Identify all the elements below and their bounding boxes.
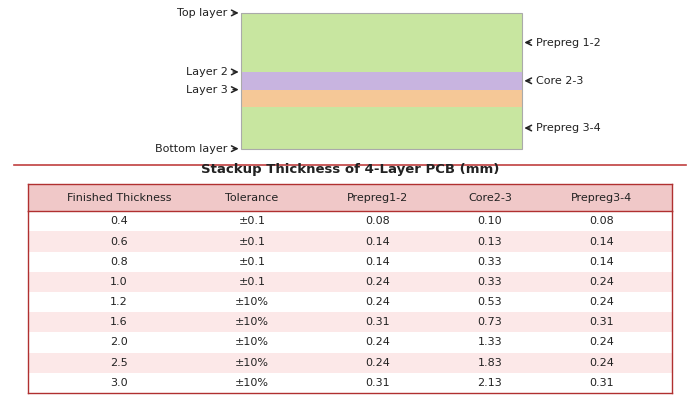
Text: Core2-3: Core2-3 <box>468 193 512 203</box>
Text: ±10%: ±10% <box>235 378 269 388</box>
Text: 0.08: 0.08 <box>589 216 615 226</box>
Text: 0.31: 0.31 <box>589 378 615 388</box>
Text: Layer 3: Layer 3 <box>186 85 237 95</box>
Text: 0.14: 0.14 <box>365 257 391 267</box>
Text: 0.24: 0.24 <box>365 277 391 287</box>
Text: Prepreg 3-4: Prepreg 3-4 <box>526 123 601 133</box>
Text: 1.0: 1.0 <box>110 277 128 287</box>
Bar <box>28 373 672 393</box>
Text: 1.83: 1.83 <box>477 358 503 367</box>
Text: 0.24: 0.24 <box>365 297 391 307</box>
Text: Bottom layer: Bottom layer <box>155 144 237 154</box>
Text: ±0.1: ±0.1 <box>239 237 265 247</box>
Text: 0.24: 0.24 <box>365 338 391 348</box>
Bar <box>241 107 522 149</box>
Text: Top layer: Top layer <box>177 8 237 18</box>
Bar <box>241 13 522 72</box>
Text: 2.13: 2.13 <box>477 378 503 388</box>
Text: 2.0: 2.0 <box>110 338 128 348</box>
Bar <box>241 72 522 90</box>
Text: 3.0: 3.0 <box>110 378 128 388</box>
Bar <box>28 184 672 211</box>
Bar <box>28 312 672 332</box>
Text: 1.6: 1.6 <box>110 317 128 327</box>
Bar <box>28 272 672 292</box>
Text: 0.6: 0.6 <box>110 237 128 247</box>
Text: ±0.1: ±0.1 <box>239 257 265 267</box>
Text: 0.24: 0.24 <box>589 297 615 307</box>
Bar <box>28 211 672 231</box>
Text: ±10%: ±10% <box>235 297 269 307</box>
Text: 1.2: 1.2 <box>110 297 128 307</box>
Text: ±10%: ±10% <box>235 338 269 348</box>
Text: 0.53: 0.53 <box>477 297 503 307</box>
Text: 0.24: 0.24 <box>589 277 615 287</box>
Text: 1.33: 1.33 <box>477 338 503 348</box>
Text: 0.4: 0.4 <box>110 216 128 226</box>
Bar <box>241 13 522 149</box>
Bar <box>28 332 672 352</box>
Text: Stackup Thickness of 4-Layer PCB (mm): Stackup Thickness of 4-Layer PCB (mm) <box>201 163 499 176</box>
Text: Tolerance: Tolerance <box>225 193 279 203</box>
Text: ±0.1: ±0.1 <box>239 277 265 287</box>
Text: 0.13: 0.13 <box>477 237 503 247</box>
Text: 0.73: 0.73 <box>477 317 503 327</box>
Text: Prepreg 1-2: Prepreg 1-2 <box>526 38 601 47</box>
Text: Prepreg1-2: Prepreg1-2 <box>347 193 409 203</box>
Text: ±10%: ±10% <box>235 317 269 327</box>
Text: 0.31: 0.31 <box>365 317 391 327</box>
Text: 0.14: 0.14 <box>365 237 391 247</box>
Text: 0.24: 0.24 <box>365 358 391 367</box>
Text: 0.14: 0.14 <box>589 237 615 247</box>
Bar <box>241 13 522 149</box>
Text: Layer 2: Layer 2 <box>186 67 237 77</box>
Text: Core 2-3: Core 2-3 <box>526 76 583 86</box>
Text: Finished Thickness: Finished Thickness <box>66 193 172 203</box>
Text: 0.31: 0.31 <box>589 317 615 327</box>
Text: 0.14: 0.14 <box>589 257 615 267</box>
Bar <box>28 231 672 252</box>
Text: ±10%: ±10% <box>235 358 269 367</box>
Text: 0.24: 0.24 <box>589 358 615 367</box>
Bar <box>28 252 672 272</box>
Text: 0.24: 0.24 <box>589 338 615 348</box>
Text: Prepreg3-4: Prepreg3-4 <box>571 193 633 203</box>
Text: 0.33: 0.33 <box>477 257 503 267</box>
Text: 2.5: 2.5 <box>110 358 128 367</box>
Text: 0.8: 0.8 <box>110 257 128 267</box>
Text: 0.31: 0.31 <box>365 378 391 388</box>
Text: ±0.1: ±0.1 <box>239 216 265 226</box>
Bar <box>28 352 672 373</box>
Bar <box>28 292 672 312</box>
Text: 0.33: 0.33 <box>477 277 503 287</box>
Text: 0.10: 0.10 <box>477 216 503 226</box>
Text: 0.08: 0.08 <box>365 216 391 226</box>
